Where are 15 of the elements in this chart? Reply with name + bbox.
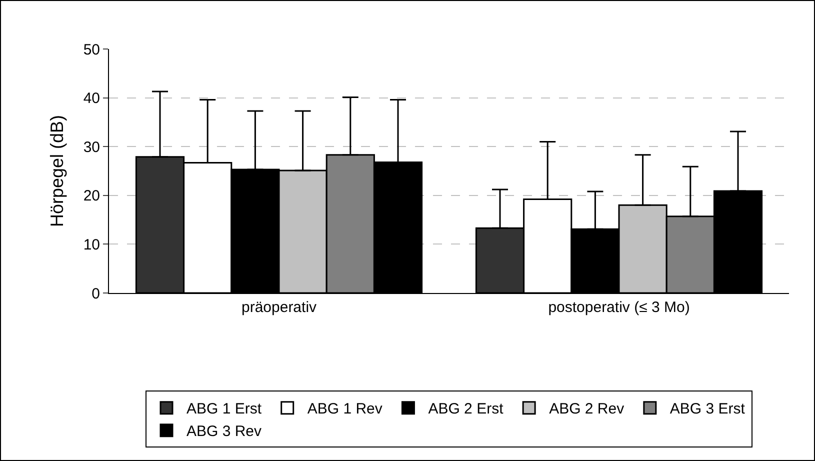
legend-label: ABG 3 Rev [186, 423, 262, 440]
y-tick-label: 40 [83, 90, 100, 108]
legend-label: ABG 3 Erst [670, 400, 746, 418]
x-tick-label: postoperativ (≤ 3 Mo) [548, 299, 690, 316]
x-tick-label: präoperativ [241, 299, 318, 316]
legend-label: ABG 2 Erst [428, 400, 504, 418]
y-tick-label: 0 [92, 285, 100, 302]
legend-label: ABG 1 Erst [186, 400, 262, 418]
y-tick-label: 20 [83, 188, 100, 205]
y-tick-label: 50 [83, 41, 100, 58]
legend-label: ABG 1 Rev [307, 400, 383, 418]
y-axis-title: Hörpegel (dB) [47, 114, 67, 228]
legend-label: ABG 2 Rev [549, 400, 625, 418]
y-tick-label: 30 [83, 138, 100, 156]
y-tick-label: 10 [83, 236, 100, 254]
